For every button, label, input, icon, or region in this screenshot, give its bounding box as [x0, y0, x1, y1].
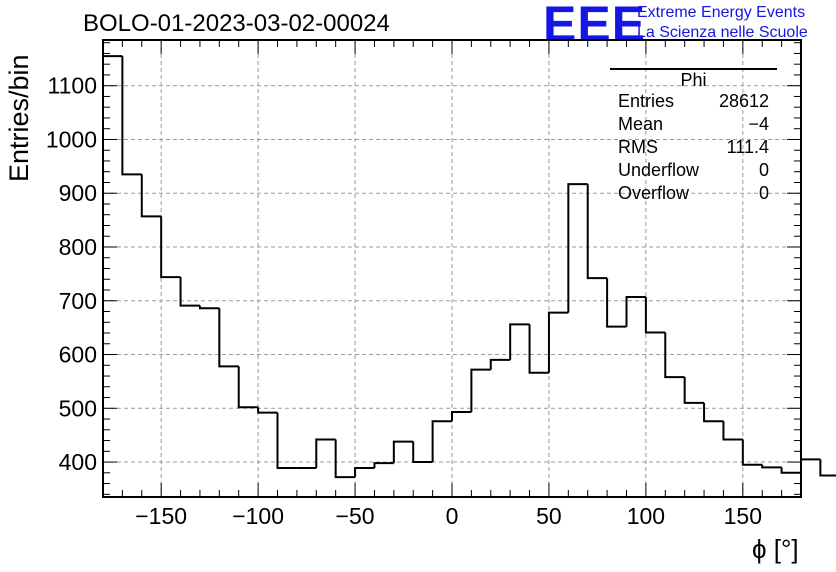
histogram-bin	[800, 458, 821, 473]
y-tick-label: 1100	[48, 73, 97, 99]
x-tick-label: −150	[135, 503, 187, 529]
histogram-bin	[761, 464, 782, 469]
histogram-bin	[140, 174, 162, 218]
stats-value: 111.4	[726, 137, 769, 157]
x-tick-label: 50	[536, 503, 562, 529]
stats-value: −4	[748, 114, 769, 134]
stats-value: 28612	[718, 91, 769, 111]
histogram-bin	[819, 459, 836, 477]
histogram-bin	[179, 277, 200, 307]
histogram-bin	[547, 311, 569, 373]
histogram-bin	[528, 324, 549, 374]
chart-title: BOLO-01-2023-03-02-00024	[83, 10, 390, 37]
stats-value: 0	[758, 160, 769, 180]
stats-label: Overflow	[618, 183, 690, 203]
histogram-bin	[664, 332, 685, 379]
histogram-bin	[334, 439, 356, 479]
histogram-bin	[431, 420, 452, 463]
x-tick-label: −50	[336, 503, 375, 529]
x-tick-label: 0	[446, 503, 459, 529]
y-tick-label: 800	[59, 234, 97, 260]
stats-row: Entries 28612	[610, 90, 777, 113]
histogram-bin	[198, 305, 220, 310]
axis-ticks	[102, 40, 802, 497]
histogram-bin	[625, 295, 646, 327]
stats-label: Entries	[618, 91, 675, 111]
histogram-bin	[780, 467, 801, 474]
histogram-bin	[683, 377, 705, 404]
histogram-bin	[276, 412, 297, 469]
histogram-bin	[160, 216, 181, 279]
histogram-bin	[121, 56, 142, 176]
histogram-bin	[392, 440, 414, 464]
y-tick-label: 600	[59, 342, 97, 368]
brand-line-1: Extreme Energy Events	[637, 4, 806, 21]
histogram-bin	[741, 439, 763, 466]
stats-label: RMS	[618, 137, 658, 157]
histogram-bin	[451, 411, 472, 422]
stats-box: Phi Entries 28612 Mean −4 RMS 111.4 Unde…	[610, 68, 777, 205]
histogram-bin	[722, 421, 743, 441]
stats-title: Phi	[610, 68, 777, 90]
x-axis-label: ϕ [°]	[752, 534, 799, 564]
stats-label: Mean	[618, 114, 664, 134]
brand-line-2: La Scienza nelle Scuole	[637, 24, 808, 41]
histogram-bin	[373, 462, 394, 468]
brand-text: Extreme Energy Events La Scienza nelle S…	[637, 3, 808, 43]
histogram-bin	[237, 366, 259, 409]
histogram-bin	[509, 323, 530, 360]
stats-value: 0	[758, 183, 769, 203]
stats-row: RMS 111.4	[610, 136, 777, 159]
tick-labels: −150 −100 −50 0 50 100 150 400 500 600 700 800 900 10…	[46, 73, 762, 529]
histogram-bin	[703, 402, 724, 423]
y-tick-label: 400	[59, 449, 97, 475]
histogram-bin	[354, 466, 375, 478]
histogram-bin	[315, 438, 336, 468]
stats-row: Underflow 0	[610, 159, 777, 182]
histogram-bin	[412, 441, 433, 464]
y-tick-label: 500	[59, 395, 97, 421]
histogram-bin	[567, 183, 588, 313]
histogram-bin	[644, 296, 666, 334]
histogram-bin	[606, 278, 627, 328]
stats-row: Mean −4	[610, 113, 777, 136]
histogram-bins	[103, 55, 836, 479]
histogram-bin	[257, 407, 278, 414]
y-tick-label: 700	[59, 288, 97, 314]
histogram-bin	[489, 358, 511, 370]
histogram-bin	[586, 184, 608, 280]
stats-label: Underflow	[618, 160, 700, 180]
y-tick-label: 900	[59, 180, 97, 206]
x-tick-label: 100	[627, 503, 665, 529]
x-tick-label: −100	[232, 503, 284, 529]
histogram-bin	[218, 308, 239, 368]
histogram-bin	[470, 368, 491, 413]
y-tick-label: 1000	[46, 126, 97, 152]
x-tick-label: 150	[724, 503, 762, 529]
stats-row: Overflow 0	[610, 182, 777, 205]
